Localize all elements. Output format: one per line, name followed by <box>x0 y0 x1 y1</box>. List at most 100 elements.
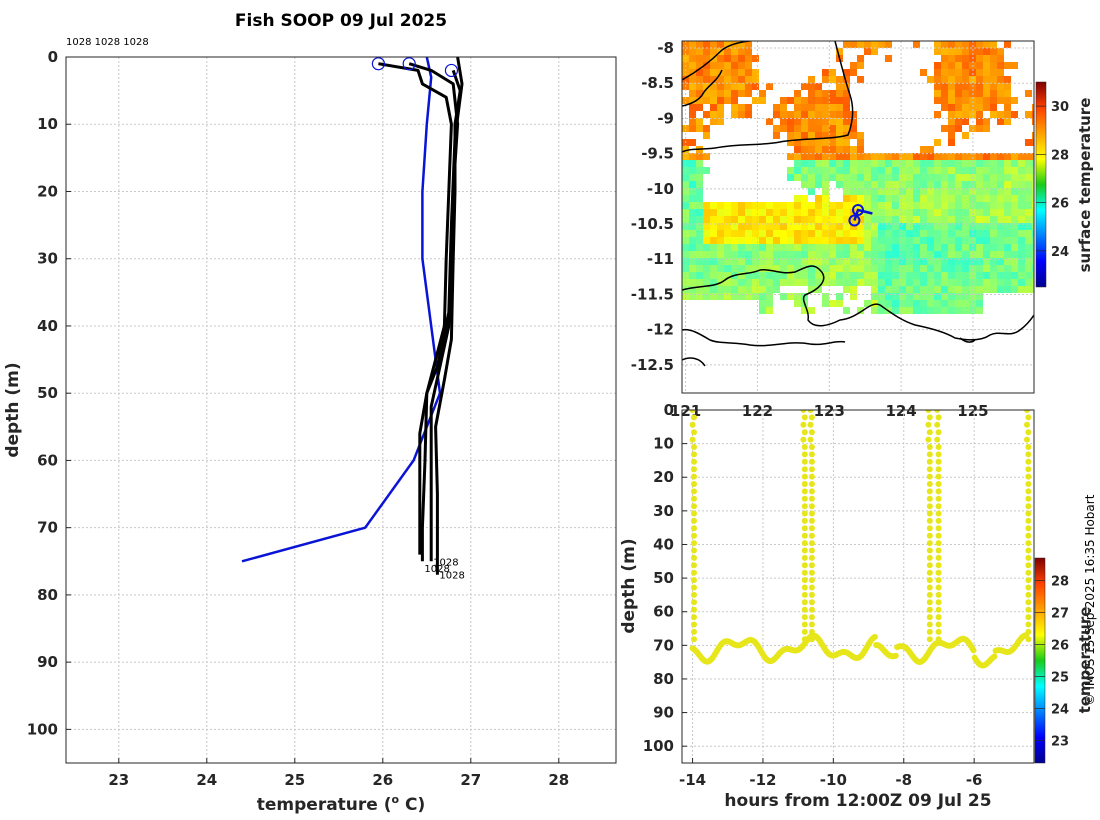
sst-cell <box>710 62 717 69</box>
sst-cell <box>927 279 934 286</box>
sst-cell <box>850 174 857 181</box>
sst-cell <box>899 202 906 209</box>
depth-time-x-ticks: -14 -12 -10 -8 -6 <box>679 758 982 789</box>
sst-cell <box>948 139 955 146</box>
sst-cell <box>717 41 724 48</box>
sst-cell <box>759 272 766 279</box>
sst-cell <box>780 125 787 132</box>
sst-cell <box>1018 272 1025 279</box>
sst-cell <box>738 76 745 83</box>
sst-cell <box>766 251 773 258</box>
sst-cell <box>773 258 780 265</box>
sst-cell <box>920 146 927 153</box>
sst-cell <box>766 216 773 223</box>
sst-cell <box>1032 265 1034 272</box>
sst-cell <box>724 293 731 300</box>
x-tick-label: 27 <box>460 771 481 789</box>
sst-cell <box>934 181 941 188</box>
sst-cell <box>864 174 871 181</box>
sst-cell <box>1018 223 1025 230</box>
y-tick-label: 90 <box>37 653 58 671</box>
sst-cell <box>759 300 766 307</box>
sst-cell <box>962 83 969 90</box>
sst-cell <box>934 223 941 230</box>
sst-cell <box>871 286 878 293</box>
sst-cell <box>843 188 850 195</box>
sst-cell <box>843 97 850 104</box>
sst-cell <box>773 202 780 209</box>
sst-cell <box>983 174 990 181</box>
sst-cell <box>1025 258 1032 265</box>
sst-cell <box>836 153 843 160</box>
sst-cell <box>696 202 703 209</box>
sst-cell <box>780 265 787 272</box>
sst-cell <box>920 251 927 258</box>
y-tick-label: 50 <box>653 569 674 587</box>
sst-cell <box>1004 209 1011 216</box>
sst-cell <box>689 223 696 230</box>
depth-point <box>691 584 697 591</box>
sst-cell <box>920 69 927 76</box>
sst-cell <box>780 293 787 300</box>
sst-cell <box>1032 160 1034 167</box>
sst-cell <box>955 62 962 69</box>
sst-cell <box>948 181 955 188</box>
sst-cell <box>941 62 948 69</box>
sst-cell <box>738 209 745 216</box>
sst-cell <box>801 174 808 181</box>
sst-cell <box>990 41 997 48</box>
sst-cell <box>913 209 920 216</box>
sst-cell <box>794 279 801 286</box>
sst-cell <box>934 307 941 314</box>
depth-point <box>926 547 933 554</box>
sst-cell <box>913 160 920 167</box>
sst-cell <box>780 230 787 237</box>
sst-cell <box>857 167 864 174</box>
sst-cell <box>815 125 822 132</box>
sst-cell <box>780 202 787 209</box>
sst-cell <box>857 76 864 83</box>
sst-cell <box>808 216 815 223</box>
sst-cell <box>997 174 1004 181</box>
sst-cell <box>808 202 815 209</box>
sst-cell <box>794 139 801 146</box>
sst-cell <box>983 258 990 265</box>
depth-point <box>1025 577 1032 584</box>
y-tick-label: 100 <box>643 737 674 755</box>
sst-cell <box>724 41 731 48</box>
sst-cell <box>766 202 773 209</box>
sst-cell <box>857 160 864 167</box>
depth-point <box>935 569 942 576</box>
sst-cell <box>990 216 997 223</box>
depth-point <box>935 473 942 480</box>
sst-cell <box>724 230 731 237</box>
depth-point <box>808 473 815 480</box>
map-x-ticks: 121 122 123 124 125 <box>670 402 989 420</box>
sst-cell <box>899 174 906 181</box>
sst-cell <box>1032 209 1034 216</box>
sst-cell <box>948 244 955 251</box>
sst-cell <box>843 83 850 90</box>
sst-cell <box>703 48 710 55</box>
sst-cell <box>1025 279 1032 286</box>
sst-cell <box>892 167 899 174</box>
sst-cell <box>752 251 759 258</box>
y-tick-label: 10 <box>653 435 674 453</box>
sst-cell <box>941 181 948 188</box>
sst-cell <box>724 272 731 279</box>
sst-cell <box>1025 195 1032 202</box>
sst-cell <box>857 223 864 230</box>
sst-cell <box>976 118 983 125</box>
sst-cell <box>892 293 899 300</box>
sst-cell <box>948 209 955 216</box>
sst-cell <box>829 125 836 132</box>
sst-cell <box>997 286 1004 293</box>
sst-cell <box>899 272 906 279</box>
sst-cell <box>801 202 808 209</box>
depth-point <box>800 436 807 443</box>
sst-cell <box>920 209 927 216</box>
sst-cell <box>794 265 801 272</box>
sst-cell <box>689 160 696 167</box>
sst-cell <box>1025 90 1032 97</box>
